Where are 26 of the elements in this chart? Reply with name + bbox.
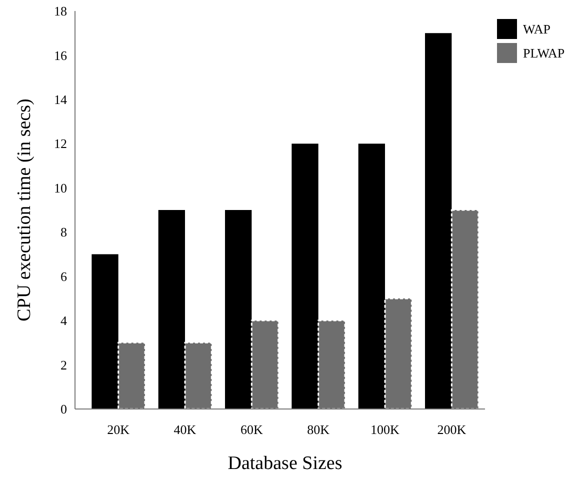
x-tick-label: 200K <box>437 422 467 437</box>
y-tick-label: 2 <box>60 357 67 372</box>
bar <box>292 144 318 409</box>
y-tick-label: 18 <box>54 4 67 19</box>
x-tick-label: 80K <box>307 422 330 437</box>
x-axis-title: Database Sizes <box>228 453 342 474</box>
bar <box>158 210 185 409</box>
y-tick-label: 0 <box>60 402 67 417</box>
bar <box>425 33 452 409</box>
x-tick-label: 60K <box>240 422 264 437</box>
y-tick-label: 6 <box>60 268 68 284</box>
x-tick-label: 100K <box>370 422 400 437</box>
y-tick-label: 14 <box>54 92 68 107</box>
bar <box>358 144 385 409</box>
y-tick-label: 4 <box>60 313 68 328</box>
x-tick-label: 20K <box>107 422 130 437</box>
legend-label: WAP <box>523 22 550 37</box>
x-tick-label: 40K <box>174 422 197 437</box>
y-tick-label: 16 <box>54 48 68 63</box>
y-axis-title: CPU execution time (in secs) <box>14 98 35 322</box>
bar <box>92 254 118 409</box>
y-tick-label: 10 <box>54 180 67 196</box>
y-tick-label: 12 <box>54 136 67 152</box>
bar <box>225 210 252 409</box>
legend-label: PLWAP <box>523 46 565 61</box>
y-tick-label: 8 <box>60 224 67 240</box>
